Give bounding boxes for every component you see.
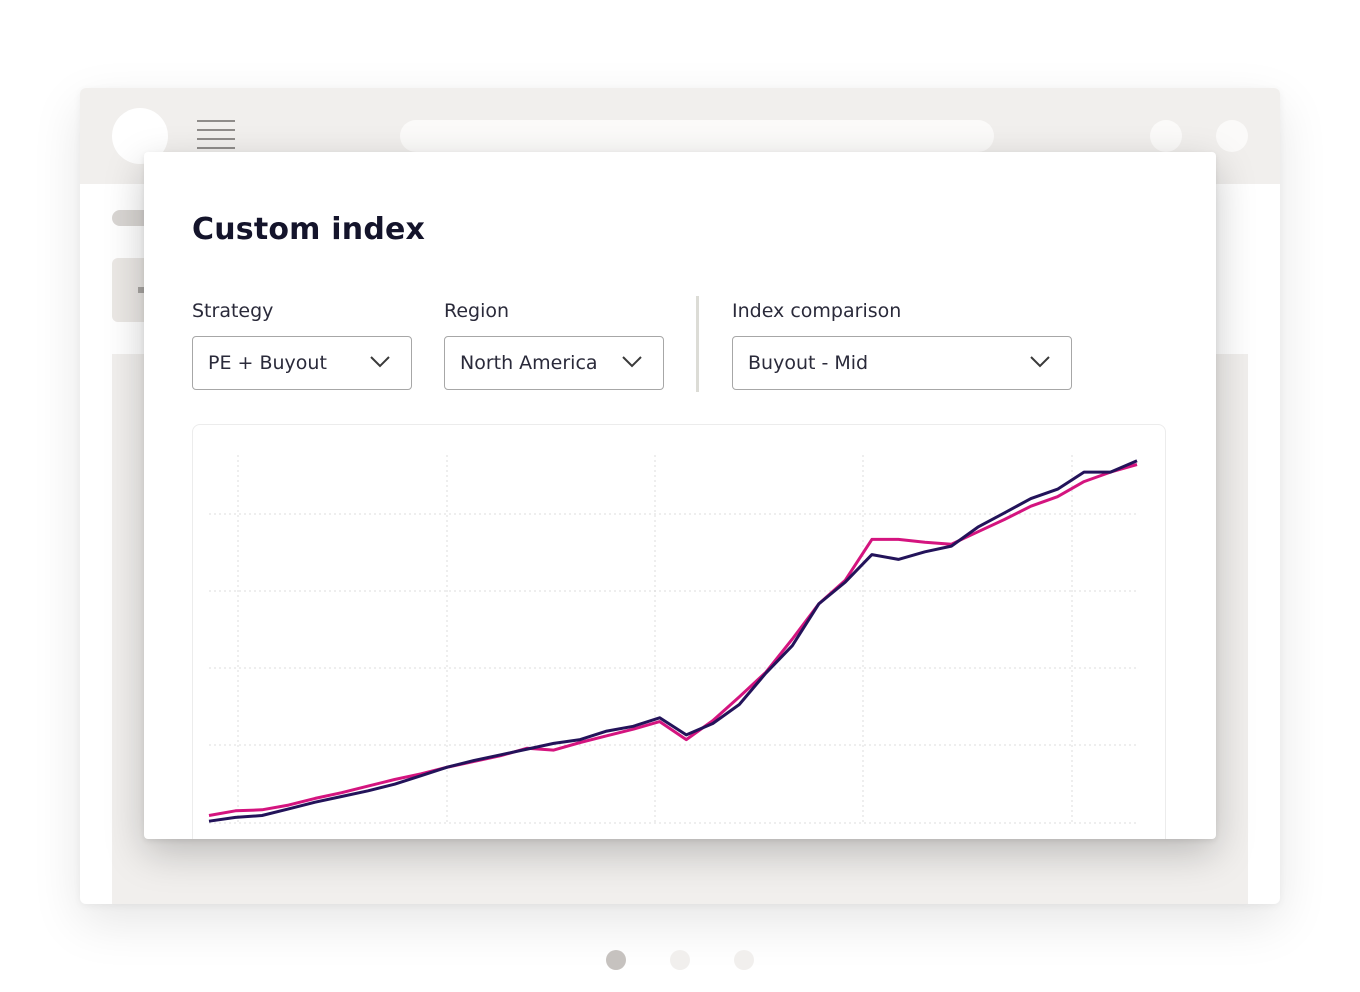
chevron-down-icon bbox=[370, 356, 390, 368]
comparison-index-line bbox=[208, 459, 1138, 823]
page-title: Custom index bbox=[192, 212, 426, 247]
index-comparison-label: Index comparison bbox=[732, 300, 902, 322]
tile-mark bbox=[138, 287, 146, 293]
line-chart bbox=[208, 455, 1138, 825]
carousel-dot-2[interactable] bbox=[670, 950, 690, 970]
region-dropdown[interactable]: North America bbox=[444, 336, 664, 390]
toolbar-circle-button bbox=[1216, 120, 1248, 152]
chart-grid bbox=[209, 455, 1137, 825]
hamburger-menu-icon[interactable] bbox=[197, 120, 235, 156]
index-chart bbox=[192, 424, 1166, 839]
strategy-value: PE + Buyout bbox=[208, 352, 327, 374]
custom-index-card: Custom index Strategy PE + Buyout Region… bbox=[144, 152, 1216, 839]
region-label: Region bbox=[444, 300, 510, 322]
filter-divider bbox=[696, 296, 699, 392]
address-bar-placeholder bbox=[400, 120, 994, 152]
region-value: North America bbox=[460, 352, 598, 374]
custom-index-line bbox=[208, 463, 1138, 817]
index-comparison-dropdown[interactable]: Buyout - Mid bbox=[732, 336, 1072, 390]
strategy-dropdown[interactable]: PE + Buyout bbox=[192, 336, 412, 390]
strategy-label: Strategy bbox=[192, 300, 274, 322]
carousel-dot-3[interactable] bbox=[734, 950, 754, 970]
chevron-down-icon bbox=[622, 356, 642, 368]
toolbar-circle-button bbox=[1150, 120, 1182, 152]
chevron-down-icon bbox=[1030, 356, 1050, 368]
carousel-dot-1[interactable] bbox=[606, 950, 626, 970]
index-comparison-value: Buyout - Mid bbox=[748, 352, 869, 374]
